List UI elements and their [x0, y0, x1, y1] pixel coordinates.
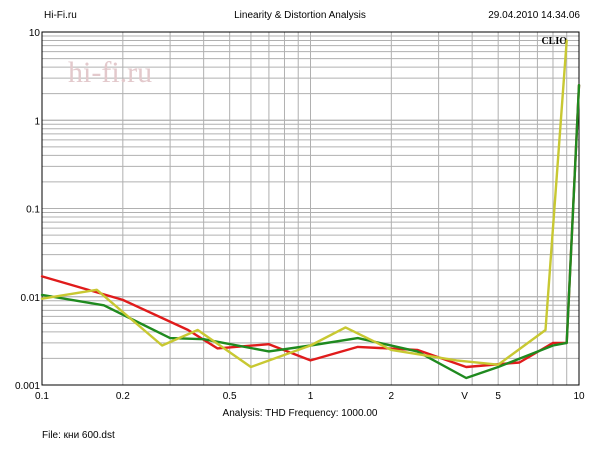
x-tick-label: 0.2 [116, 391, 130, 402]
plot-frame [41, 31, 580, 386]
series-line-green [40, 83, 581, 380]
series-layer [40, 39, 581, 380]
y-tick-labels: 10 1 0.1 0.01 0.001 [15, 28, 40, 392]
y-tick-label: 0.001 [15, 381, 40, 392]
file-caption: File: кни 600.dst [42, 430, 115, 441]
header-chart-title: Linearity & Distortion Analysis [234, 10, 366, 21]
y-tick-label: 10 [29, 28, 41, 39]
x-tick-label: 5 [495, 391, 501, 402]
x-tick-label: 10 [573, 391, 585, 402]
x-tick-label: 0.5 [223, 391, 237, 402]
analysis-caption: Analysis: THD Frequency: 1000.00 [222, 408, 378, 419]
y-tick-label: 0.01 [21, 293, 41, 304]
clio-badge: CLIO [541, 36, 567, 47]
y-tick-label: 1 [34, 116, 40, 127]
y-tick-label: 0.1 [26, 205, 40, 216]
x-tick-label: 1 [308, 391, 314, 402]
header-timestamp: 29.04.2010 14.34.06 [488, 10, 580, 21]
series-line-yellow [40, 39, 568, 369]
watermark-logo: hi-fi.ru [68, 56, 152, 89]
x-tick-label: 0.1 [35, 391, 49, 402]
x-tick-label: 2 [389, 391, 395, 402]
x-tick-labels: 0.1 0.2 0.5 1 2 V 5 10 [35, 391, 585, 402]
header-app-name: Hi-Fi.ru [44, 10, 77, 21]
x-tick-label: V [461, 391, 468, 402]
series-line-red [40, 83, 581, 369]
